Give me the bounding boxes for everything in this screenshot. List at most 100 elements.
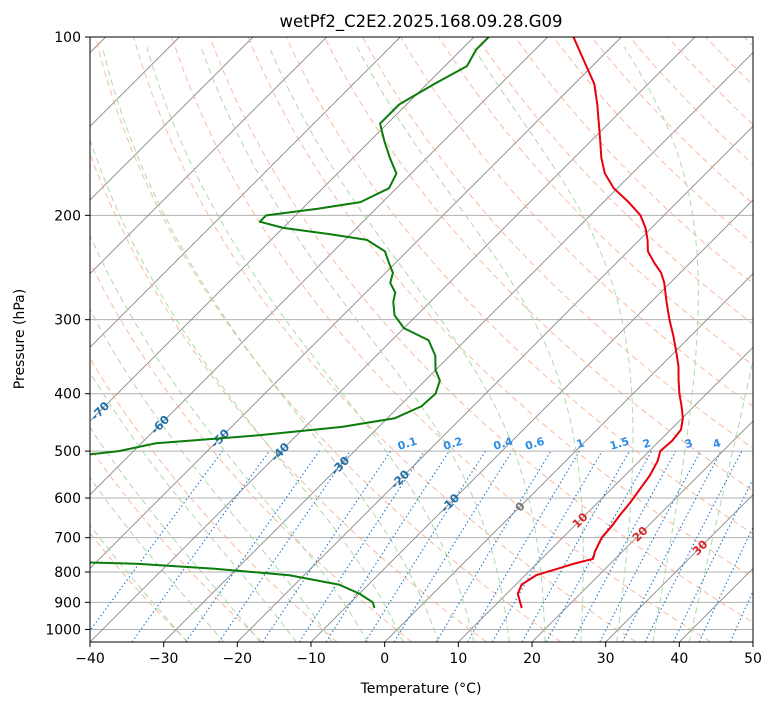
x-tick-label: −30 <box>149 651 179 667</box>
isotherm-line <box>90 37 622 569</box>
sounding-profiles <box>90 37 684 609</box>
x-tick-label: 40 <box>670 651 688 667</box>
mixing-ratio-label: 3 <box>683 436 694 451</box>
mixing-ratio-line <box>218 450 351 642</box>
mixing-ratio-line <box>185 450 320 642</box>
plot-frame <box>89 36 754 643</box>
mixing-ratio-label: 0.4 <box>492 435 515 453</box>
mixing-ratio-label: 0.1 <box>396 435 418 453</box>
moist-adiabat-line <box>90 234 369 642</box>
dry-adiabat-line <box>209 37 753 624</box>
dewpoint-profile <box>90 37 490 609</box>
moist-adiabat-lines <box>90 46 753 642</box>
dry-adiabat-line <box>476 37 753 325</box>
plot-area: -100-90-80-70-60-50-40-30-20-10010203040… <box>90 37 770 642</box>
axis-ticks: −40 −30 −20 −10 0 10 20 30 40 50 100 200 300 400 500 60… <box>45 30 762 667</box>
isotherm-line <box>90 37 401 348</box>
y-tick-label: 900 <box>54 595 81 611</box>
x-tick-label: −40 <box>75 651 105 667</box>
mixing-ratio-label: 0.6 <box>524 435 547 453</box>
isotherm-line <box>237 125 753 642</box>
moist-adiabat-line <box>90 524 188 642</box>
y-tick-label: 200 <box>54 208 81 224</box>
isotherm-label: 40 <box>749 551 770 572</box>
isotherm-line <box>458 346 753 642</box>
y-tick-label: 300 <box>54 313 81 329</box>
dry-adiabat-lines <box>90 37 753 642</box>
mixing-ratio-line <box>90 450 223 632</box>
dry-adiabat-line <box>94 37 562 642</box>
mixing-ratio-label: 0.2 <box>442 435 464 453</box>
isotherm-line <box>90 37 475 422</box>
isotherm-line <box>605 494 753 642</box>
moist-adiabat-line <box>90 477 225 642</box>
mixing-ratio-line <box>435 450 552 642</box>
mixing-ratio-line <box>491 450 603 642</box>
mixing-ratio-labels: 0.10.20.40.611.52346810131620253036 <box>396 435 723 453</box>
mixing-ratio-label: 2 <box>641 436 652 451</box>
mixing-ratio-line <box>131 450 270 642</box>
isotherm-line <box>384 273 753 642</box>
dry-adiabat-line <box>90 261 413 642</box>
mixing-ratio-line <box>325 450 450 642</box>
dry-adiabat-line <box>133 37 637 642</box>
moist-adiabat-line <box>101 46 439 642</box>
x-tick-label: 20 <box>523 651 541 667</box>
y-axis-label: Pressure (hPa) <box>12 289 28 389</box>
dry-adiabat-line <box>591 37 753 205</box>
dry-adiabat-line <box>400 37 753 407</box>
dry-adiabat-line <box>90 446 263 642</box>
y-tick-label: 1000 <box>45 622 81 638</box>
isotherm-line <box>90 37 548 496</box>
y-tick-label: 600 <box>54 491 81 507</box>
mixing-ratio-label: 1 <box>575 436 586 451</box>
mixing-ratio-line <box>364 450 486 642</box>
y-tick-label: 500 <box>54 444 81 460</box>
mixing-ratio-line <box>467 450 580 642</box>
isotherm-line <box>90 37 696 642</box>
y-tick-label: 400 <box>54 387 81 403</box>
moist-adiabat-line <box>146 46 475 642</box>
mixing-ratio-label: 4 <box>711 436 722 451</box>
isotherm-line <box>163 52 753 642</box>
moist-adiabat-line <box>90 426 261 642</box>
temperature-profile <box>516 37 684 609</box>
moist-adiabat-line <box>200 46 510 642</box>
x-tick-label: −20 <box>223 651 253 667</box>
chart-title: wetPf2_C2E2.2025.168.09.28.G09 <box>279 12 562 32</box>
mixing-ratio-line <box>393 450 513 642</box>
pressure-gridlines <box>90 36 753 630</box>
dry-adiabat-line <box>171 37 711 642</box>
dry-adiabat-line <box>362 37 753 449</box>
x-tick-label: 0 <box>380 651 389 667</box>
isotherm-line <box>531 420 753 642</box>
x-axis-label: Temperature (°C) <box>360 681 482 697</box>
y-tick-label: 100 <box>54 30 81 46</box>
moist-adiabat-line <box>90 138 404 642</box>
x-tick-label: 50 <box>744 651 762 667</box>
x-tick-label: −10 <box>296 651 326 667</box>
x-tick-label: 10 <box>449 651 467 667</box>
moist-adiabat-line <box>472 46 634 642</box>
mixing-ratio-lines <box>90 450 753 642</box>
moist-adiabat-line <box>90 371 297 642</box>
isotherm-line <box>90 37 254 201</box>
moist-adiabat-line <box>688 357 753 642</box>
dry-adiabat-line <box>514 37 753 285</box>
isotherm-lines <box>90 37 753 642</box>
x-tick-label: 30 <box>597 651 615 667</box>
dry-adiabat-line <box>629 37 753 165</box>
moist-adiabat-line <box>90 308 333 642</box>
moist-adiabat-line <box>623 46 699 642</box>
moist-adiabat-line <box>268 46 546 642</box>
mixing-ratio-line <box>572 450 677 642</box>
y-tick-label: 800 <box>54 565 81 581</box>
y-tick-label: 700 <box>54 531 81 547</box>
isotherm-line <box>90 37 327 275</box>
mixing-ratio-label: 1.5 <box>608 435 630 453</box>
dry-adiabat-line <box>247 37 753 579</box>
mixing-ratio-line <box>672 478 753 642</box>
